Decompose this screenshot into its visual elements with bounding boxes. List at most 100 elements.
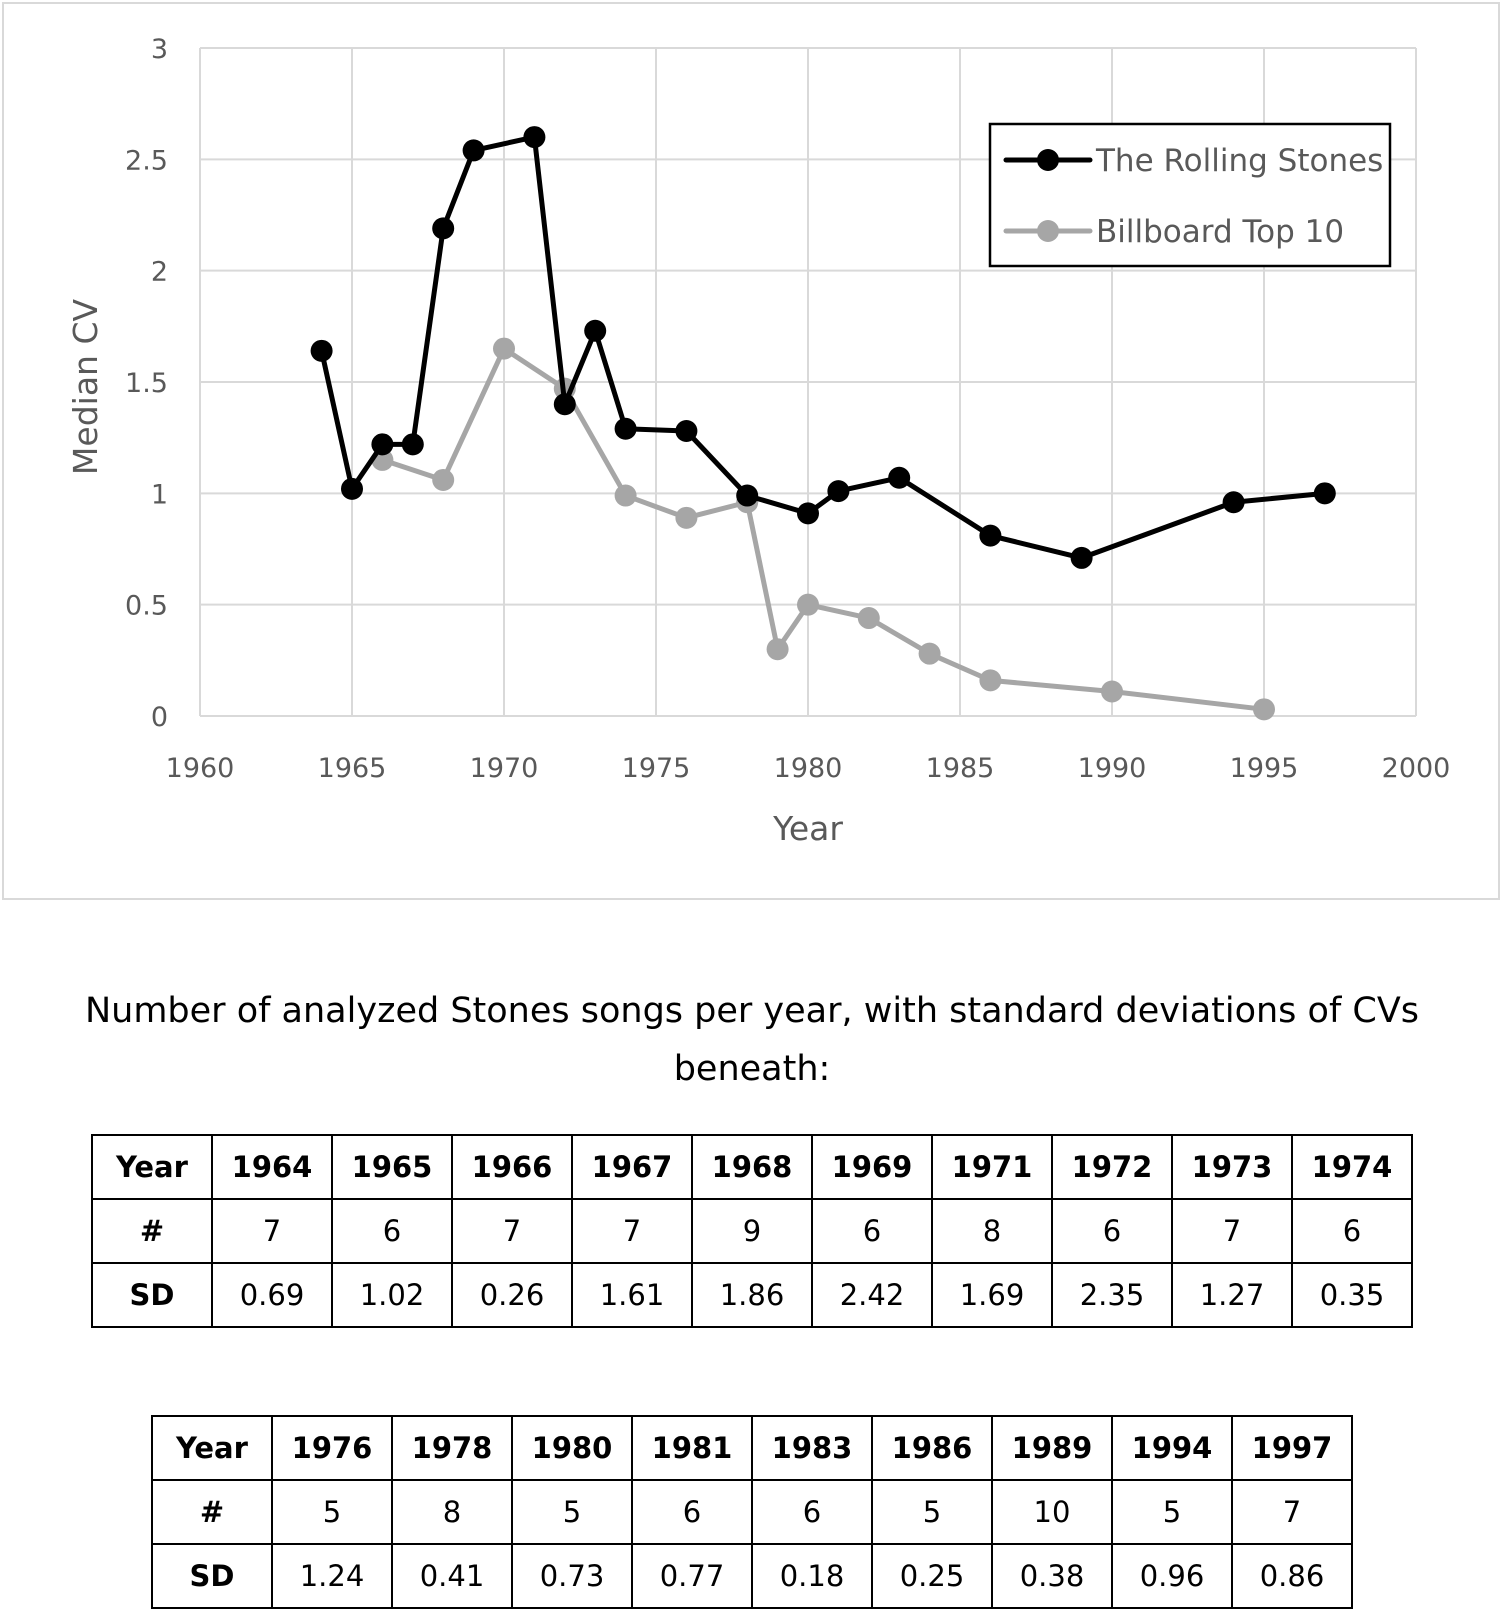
table-cell: 6: [751, 1479, 873, 1545]
series-1-point-1: [432, 468, 455, 491]
songs-table-1: Year 1964 1965 1966 1967 1968 1969 1971 1972 1973…: [91, 1134, 1413, 1328]
series-0-point-3: [401, 433, 424, 456]
table-header-cell: 1986: [871, 1415, 993, 1481]
x-tick-label-3: 1975: [622, 753, 691, 784]
series-1-point-12: [1101, 680, 1123, 703]
series-0-point-12: [797, 502, 819, 525]
series-0-point-9: [614, 417, 637, 440]
x-tick-label-8: 2000: [1382, 753, 1451, 784]
table-row-header: SD: [91, 1262, 213, 1328]
table-cell: 9: [691, 1198, 813, 1264]
series-0-point-16: [1070, 546, 1093, 569]
table-cell: 6: [331, 1198, 453, 1264]
table-cell: 7: [211, 1198, 333, 1264]
line-chart: 1960 1965 1970 1975 1980 1985 1990 1995 2000 0 0.5…: [66, 34, 1451, 848]
table-header-cell: 1972: [1051, 1134, 1173, 1200]
table-cell: 7: [571, 1198, 693, 1264]
y-tick-label-6: 3: [151, 34, 168, 65]
table-cell: 0.73: [511, 1543, 633, 1609]
y-tick-label-2: 1: [151, 479, 168, 510]
table-cell: 0.86: [1231, 1543, 1353, 1609]
table-caption: Number of analyzed Stones songs per year…: [30, 982, 1474, 1098]
x-tick-label-6: 1990: [1078, 753, 1147, 784]
table-cell: 0.35: [1291, 1262, 1413, 1328]
table-cell: 2.35: [1051, 1262, 1173, 1328]
table-cell: 7: [1171, 1198, 1293, 1264]
caption-line-1: Number of analyzed Stones songs per year…: [84, 991, 1420, 1031]
series-0-point-10: [675, 419, 698, 442]
table-header-cell: 1965: [331, 1134, 453, 1200]
series-0-point-5: [462, 139, 485, 162]
series-0-point-7: [553, 393, 576, 416]
table-cell: 0.25: [871, 1543, 993, 1609]
y-tick-label-1: 0.5: [125, 591, 168, 622]
x-tick-label-4: 1980: [774, 753, 843, 784]
table-cell: 6: [811, 1198, 933, 1264]
series-0-point-6: [523, 126, 546, 149]
table-row: SD 0.69 1.02 0.26 1.61 1.86 2.42 1.69 2.35 1.27 0.…: [91, 1262, 1413, 1328]
table-header-cell: 1976: [271, 1415, 393, 1481]
table-row-header: #: [151, 1479, 273, 1545]
table-header-cell: 1980: [511, 1415, 633, 1481]
y-tick-label-0: 0: [151, 702, 168, 733]
table-header-cell: 1971: [931, 1134, 1053, 1200]
table-cell: 1.69: [931, 1262, 1053, 1328]
series-1-point-10: [918, 642, 941, 665]
table-header-cell: 1968: [691, 1134, 813, 1200]
x-axis-title: Year: [772, 809, 843, 848]
table-row-header: SD: [151, 1543, 273, 1609]
series-1-point-9: [857, 607, 880, 630]
chart-frame: 1960 1965 1970 1975 1980 1985 1990 1995 2000 0 0.5…: [2, 2, 1500, 900]
table-cell: 6: [1051, 1198, 1173, 1264]
table-header-cell: 1964: [211, 1134, 333, 1200]
table-cell: 0.69: [211, 1262, 333, 1328]
series-1-point-4: [614, 484, 637, 507]
x-tick-label-1: 1965: [318, 753, 387, 784]
series-0-point-2: [371, 433, 394, 456]
table-header-cell: 1966: [451, 1134, 573, 1200]
table-header-cell: 1967: [571, 1134, 693, 1200]
table-cell: 0.26: [451, 1262, 573, 1328]
table-cell: 6: [631, 1479, 753, 1545]
table-header-cell: 1989: [991, 1415, 1113, 1481]
table-row-header: #: [91, 1198, 213, 1264]
table-header-cell: 1974: [1291, 1134, 1413, 1200]
series-1-point-11: [979, 669, 1002, 692]
table-header-cell: Year: [91, 1134, 213, 1200]
table-cell: 1.27: [1171, 1262, 1293, 1328]
series-1-point-8: [797, 593, 819, 616]
table-cell: 8: [391, 1479, 513, 1545]
series-0-point-18: [1313, 482, 1336, 505]
table-header-cell: 1983: [751, 1415, 873, 1481]
table-cell: 1.61: [571, 1262, 693, 1328]
table-cell: 0.96: [1111, 1543, 1233, 1609]
table-header-cell: 1969: [811, 1134, 933, 1200]
y-tick-label-3: 1.5: [125, 368, 168, 399]
table-cell: 6: [1291, 1198, 1413, 1264]
table-row: #7 6 7 7 9 6 8 6 7 6: [91, 1198, 1413, 1264]
table-cell: 2.42: [811, 1262, 933, 1328]
table-cell: 8: [931, 1198, 1053, 1264]
legend-label-0: The Rolling Stones: [1095, 143, 1383, 179]
table-header-cell: Year: [151, 1415, 273, 1481]
table-row: SD 1.24 0.41 0.73 0.77 0.18 0.25 0.38 0.96 0.86: [151, 1543, 1353, 1609]
songs-table-2: Year 1976 1978 1980 1981 1983 1986 1989 1994 1997…: [151, 1415, 1353, 1609]
series-0-point-1: [341, 477, 363, 500]
table-row: #5 8 5 6 6 5 10 5 7: [151, 1479, 1353, 1545]
series-0-point-0: [310, 339, 333, 362]
legend-label-1: Billboard Top 10: [1096, 214, 1344, 250]
series-1-point-2: [493, 337, 515, 360]
y-axis-title: Median CV: [66, 299, 105, 476]
series-0-point-14: [888, 466, 911, 489]
legend-marker-1: [1037, 220, 1059, 242]
table-cell: 0.18: [751, 1543, 873, 1609]
table-cell: 0.41: [391, 1543, 513, 1609]
series-1-point-5: [675, 506, 698, 529]
table-cell: 0.38: [991, 1543, 1113, 1609]
x-tick-label-5: 1985: [926, 753, 995, 784]
y-tick-label-5: 2.5: [125, 145, 168, 176]
table-header-cell: 1978: [391, 1415, 513, 1481]
table-cell: 7: [1231, 1479, 1353, 1545]
table-cell: 0.77: [631, 1543, 753, 1609]
series-1-point-13: [1253, 698, 1275, 721]
